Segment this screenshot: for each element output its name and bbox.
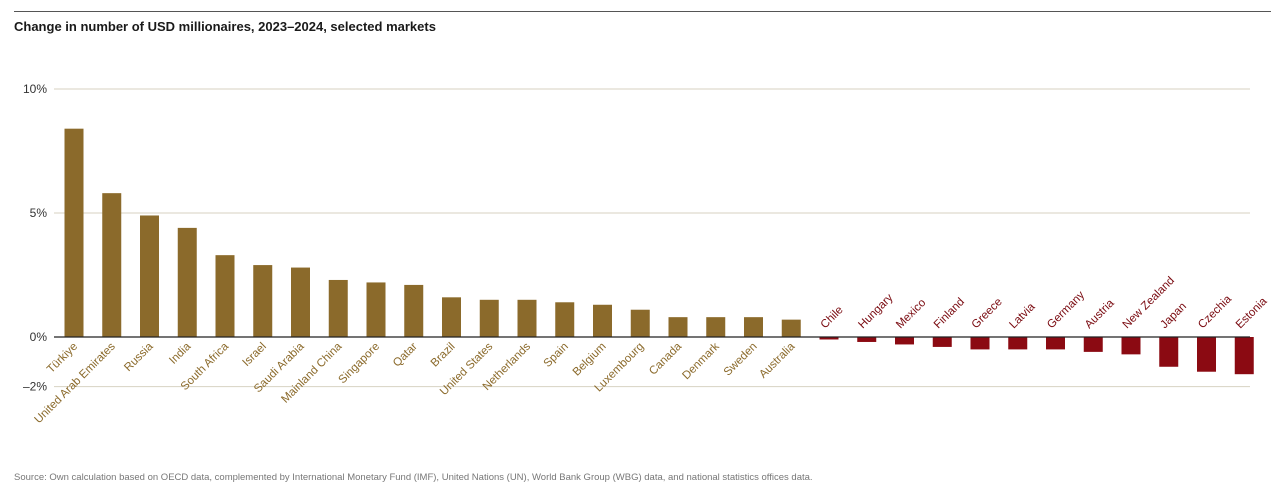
bar (1234, 337, 1254, 375)
category-label: Estonia (1234, 295, 1270, 331)
category-label: Sweden (722, 341, 760, 379)
category-label: Australia (757, 340, 798, 381)
y-tick-label: 0% (30, 330, 48, 344)
bar (895, 337, 914, 345)
bar (706, 317, 726, 337)
bars (64, 128, 1254, 375)
category-label: Japan (1158, 300, 1189, 331)
category-label: India (167, 340, 194, 367)
category-label: Mexico (894, 297, 928, 331)
category-label: Israel (240, 341, 268, 369)
top-rule (14, 11, 1271, 12)
bar (253, 265, 273, 337)
bar (1083, 337, 1103, 352)
source-note: Source: Own calculation based on OECD da… (14, 472, 813, 483)
category-label: Austria (1083, 297, 1117, 331)
category-label: Brazil (429, 341, 458, 370)
bar (517, 299, 537, 337)
grid-lines: 10% 5% 0% –2% (23, 82, 1250, 394)
category-label: Latvia (1007, 301, 1038, 332)
category-label: Denmark (680, 340, 722, 382)
bar (215, 255, 235, 337)
category-label: Germany (1045, 289, 1087, 331)
bar (744, 317, 763, 337)
bar (479, 299, 499, 337)
bar (781, 319, 801, 337)
bar (857, 337, 877, 342)
bar (1046, 337, 1065, 350)
bar (819, 337, 839, 340)
category-label: Canada (647, 340, 684, 377)
bar (555, 302, 575, 337)
category-label: Finland (932, 296, 967, 331)
bar (64, 128, 84, 337)
bar (1008, 337, 1028, 350)
category-label: Hungary (856, 292, 895, 331)
bar (932, 337, 952, 347)
bar (328, 279, 348, 337)
bar (668, 317, 688, 337)
bar (442, 297, 461, 337)
bar (1159, 337, 1179, 367)
category-label: Russia (122, 340, 156, 374)
category-label: Chile (819, 304, 846, 331)
bar (593, 304, 612, 337)
bar (291, 267, 310, 337)
category-label: Greece (970, 296, 1005, 331)
category-label: Qatar (391, 341, 420, 370)
y-tick-label: –2% (23, 380, 47, 394)
bar (630, 309, 650, 337)
chart-title: Change in number of USD millionaires, 20… (14, 19, 436, 34)
y-tick-label: 5% (30, 206, 48, 220)
bar (140, 215, 159, 337)
bar (366, 282, 386, 337)
bar (102, 193, 122, 337)
category-label: Spain (542, 341, 571, 370)
category-label: Belgium (571, 341, 609, 379)
y-tick-label: 10% (23, 82, 47, 96)
bar (177, 227, 197, 337)
bar (1197, 337, 1216, 372)
category-label: Singapore (337, 341, 383, 387)
bar (1121, 337, 1141, 355)
bar (404, 284, 424, 337)
category-label: Czechia (1196, 293, 1234, 331)
category-label: Türkiye (45, 341, 80, 376)
bar (970, 337, 990, 350)
